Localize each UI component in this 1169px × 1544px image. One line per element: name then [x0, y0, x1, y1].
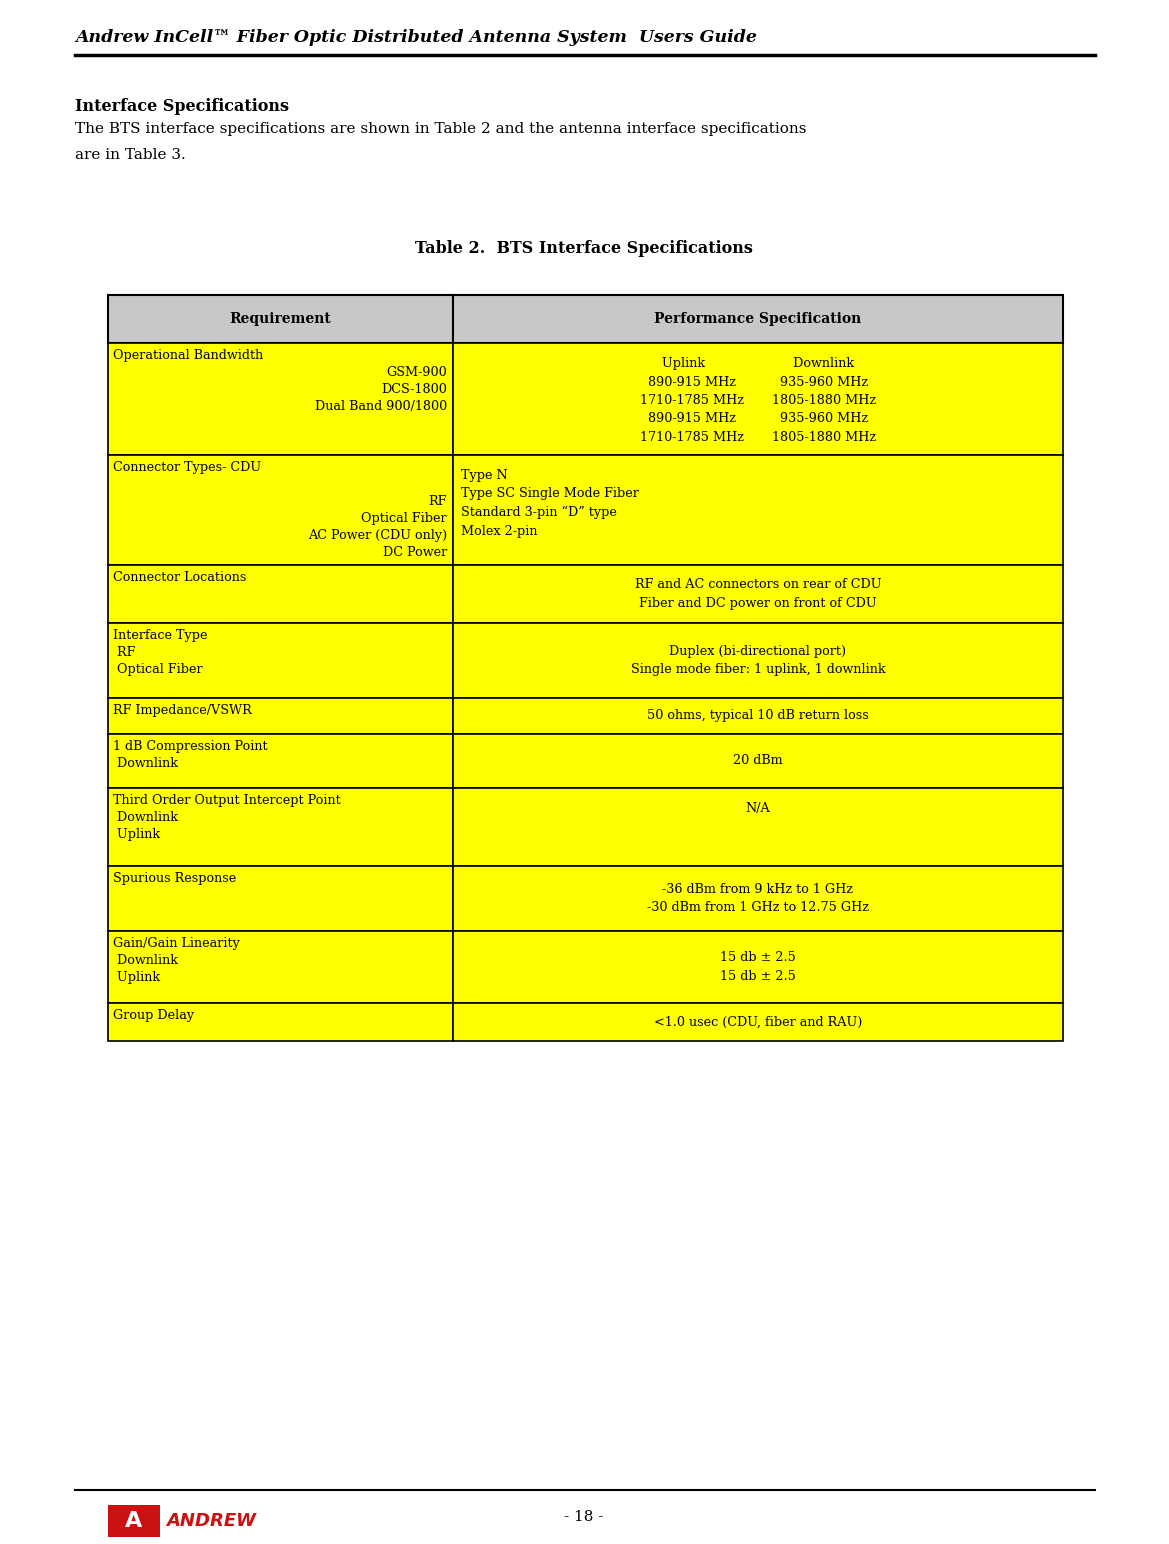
Text: Optical Fiber: Optical Fiber	[361, 513, 447, 525]
Text: 20 dBm: 20 dBm	[733, 755, 783, 767]
Text: N/A: N/A	[746, 801, 770, 815]
Text: Uplink: Uplink	[113, 828, 160, 841]
Text: 1 dB Compression Point: 1 dB Compression Point	[113, 740, 268, 753]
Text: are in Table 3.: are in Table 3.	[75, 148, 186, 162]
Text: A: A	[125, 1512, 143, 1532]
Text: RF and AC connectors on rear of CDU
Fiber and DC power on front of CDU: RF and AC connectors on rear of CDU Fibe…	[635, 579, 881, 610]
Text: Uplink                      Downlink
890-915 MHz           935-960 MHz
1710-1785: Uplink Downlink 890-915 MHz 935-960 MHz …	[639, 357, 876, 445]
Bar	[454, 565, 1063, 622]
Text: DC Power: DC Power	[382, 547, 447, 559]
Text: 15 db ± 2.5
15 db ± 2.5: 15 db ± 2.5 15 db ± 2.5	[720, 951, 796, 982]
Text: Group Delay: Group Delay	[113, 1008, 194, 1022]
Text: Dual Band 900/1800: Dual Band 900/1800	[314, 400, 447, 412]
Text: RF: RF	[113, 645, 136, 659]
Text: Optical Fiber: Optical Fiber	[113, 662, 202, 676]
Bar	[108, 931, 454, 1004]
Text: RF: RF	[429, 496, 447, 508]
Text: ANDREW: ANDREW	[166, 1512, 256, 1530]
Bar	[454, 733, 1063, 787]
Text: DCS-1800: DCS-1800	[381, 383, 447, 395]
Bar	[454, 1004, 1063, 1041]
Bar	[108, 295, 454, 343]
Bar	[454, 698, 1063, 733]
Text: Operational Bandwidth: Operational Bandwidth	[113, 349, 263, 361]
Text: Connector Locations: Connector Locations	[113, 571, 247, 584]
Text: GSM-900: GSM-900	[386, 366, 447, 378]
Bar	[108, 787, 454, 866]
Text: Interface Type: Interface Type	[113, 628, 208, 642]
Text: RF Impedance/VSWR: RF Impedance/VSWR	[113, 704, 251, 716]
Text: <1.0 usec (CDU, fiber and RAU): <1.0 usec (CDU, fiber and RAU)	[653, 1016, 863, 1028]
Text: Andrew InCell™ Fiber Optic Distributed Antenna System  Users Guide: Andrew InCell™ Fiber Optic Distributed A…	[75, 29, 756, 46]
Text: Third Order Output Intercept Point: Third Order Output Intercept Point	[113, 794, 340, 808]
Bar	[108, 565, 454, 622]
Text: Duplex (bi-directional port)
Single mode fiber: 1 uplink, 1 downlink: Duplex (bi-directional port) Single mode…	[631, 645, 885, 676]
Text: Connector Types- CDU: Connector Types- CDU	[113, 462, 261, 474]
Bar	[108, 698, 454, 733]
Text: The BTS interface specifications are shown in Table 2 and the antenna interface : The BTS interface specifications are sho…	[75, 122, 807, 136]
Text: 50 ohms, typical 10 dB return loss: 50 ohms, typical 10 dB return loss	[648, 710, 869, 723]
Text: Downlink: Downlink	[113, 811, 178, 824]
Text: Interface Specifications: Interface Specifications	[75, 97, 289, 114]
Text: Performance Specification: Performance Specification	[655, 312, 862, 326]
Bar	[454, 931, 1063, 1004]
Text: Table 2.  BTS Interface Specifications: Table 2. BTS Interface Specifications	[415, 239, 753, 256]
Text: Type N
Type SC Single Mode Fiber
Standard 3-pin “D” type
Molex 2-pin: Type N Type SC Single Mode Fiber Standar…	[461, 469, 639, 537]
Bar	[108, 1004, 454, 1041]
Text: Spurious Response: Spurious Response	[113, 872, 236, 885]
Bar	[454, 343, 1063, 455]
Text: Requirement: Requirement	[229, 312, 331, 326]
Bar	[108, 1505, 160, 1536]
Bar	[454, 295, 1063, 343]
Bar	[108, 343, 454, 455]
Bar	[108, 622, 454, 698]
Bar	[454, 866, 1063, 931]
Text: Downlink: Downlink	[113, 954, 178, 967]
Text: Downlink: Downlink	[113, 757, 178, 770]
Bar	[454, 787, 1063, 866]
Bar	[108, 733, 454, 787]
Bar	[454, 455, 1063, 565]
Text: Uplink: Uplink	[113, 971, 160, 984]
Bar	[454, 622, 1063, 698]
Text: Gain/Gain Linearity: Gain/Gain Linearity	[113, 937, 240, 950]
Text: AC Power (CDU only): AC Power (CDU only)	[307, 530, 447, 542]
Bar	[108, 866, 454, 931]
Text: -36 dBm from 9 kHz to 1 GHz
-30 dBm from 1 GHz to 12.75 GHz: -36 dBm from 9 kHz to 1 GHz -30 dBm from…	[646, 883, 869, 914]
Text: - 18 -: - 18 -	[565, 1510, 603, 1524]
Bar	[108, 455, 454, 565]
